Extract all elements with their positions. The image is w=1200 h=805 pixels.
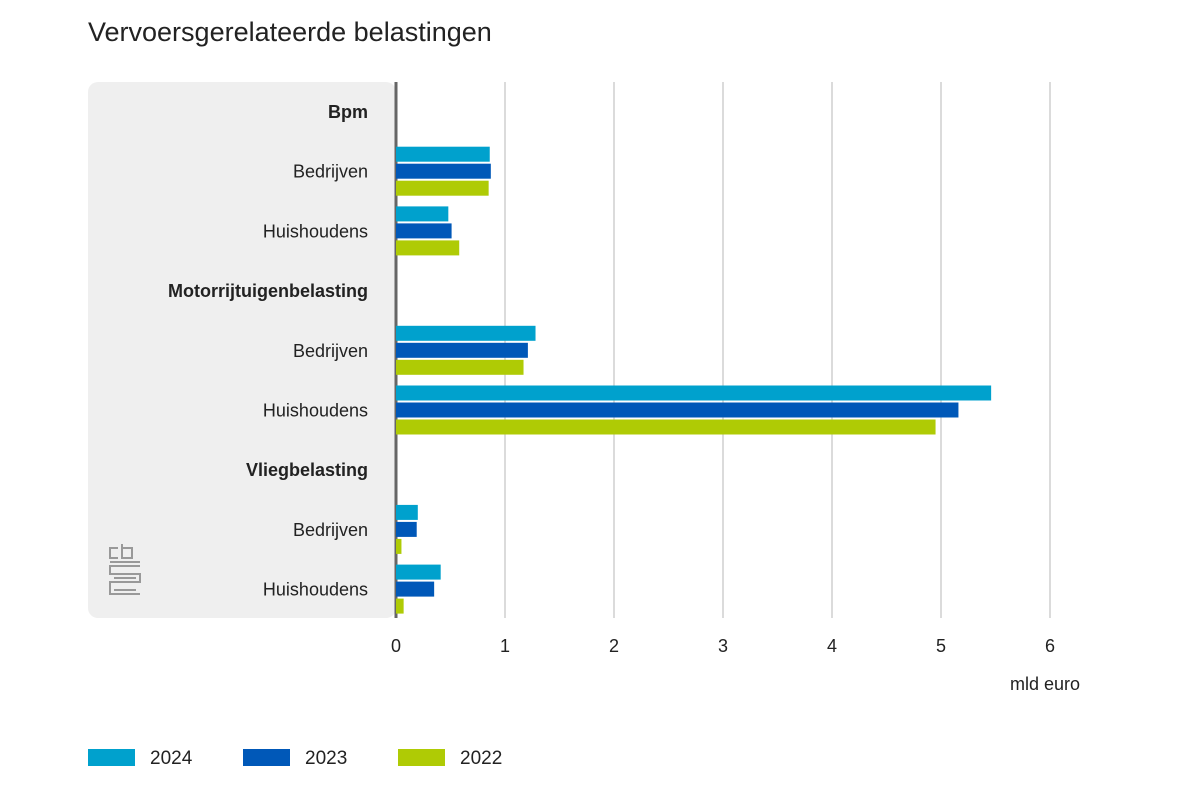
bar-2023 [396, 581, 435, 597]
x-axis-label: mld euro [1010, 674, 1080, 694]
x-tick-label: 1 [500, 636, 510, 656]
bar-2024 [396, 146, 490, 162]
x-tick-label: 0 [391, 636, 401, 656]
bar-2022 [396, 240, 460, 256]
legend-swatch-2024 [88, 749, 135, 766]
bar-2023 [396, 342, 528, 358]
label-panel [88, 82, 396, 618]
bar-2024 [396, 564, 441, 580]
category-label: Bedrijven [293, 162, 368, 182]
cbs-logo [109, 544, 141, 595]
group-heading: Bpm [328, 102, 368, 122]
bar-2024 [396, 385, 992, 401]
bar-2023 [396, 223, 452, 239]
group-heading: Motorrijtuigenbelasting [168, 281, 368, 301]
bar-2023 [396, 163, 491, 179]
category-label: Bedrijven [293, 341, 368, 361]
category-label: Huishoudens [263, 401, 368, 421]
bar-2022 [396, 180, 489, 196]
category-label: Huishoudens [263, 580, 368, 600]
x-tick-label: 5 [936, 636, 946, 656]
bar-2022 [396, 419, 936, 435]
category-label: Bedrijven [293, 520, 368, 540]
category-label: Huishoudens [263, 221, 368, 241]
legend-swatch-2023 [243, 749, 290, 766]
x-tick-label: 2 [609, 636, 619, 656]
bar-2023 [396, 402, 959, 418]
x-tick-label: 6 [1045, 636, 1055, 656]
legend-label: 2022 [460, 748, 502, 769]
bar-2022 [396, 598, 404, 614]
legend-label: 2023 [305, 748, 347, 769]
legend-swatch-2022 [398, 749, 445, 766]
group-heading: Vliegbelasting [246, 460, 368, 480]
legend-label: 2024 [150, 748, 193, 769]
x-tick-label: 3 [718, 636, 728, 656]
bar-2023 [396, 521, 417, 537]
bar-2022 [396, 359, 524, 375]
bar-2024 [396, 504, 418, 520]
chart-title: Vervoersgerelateerde belastingen [88, 17, 492, 47]
bar-2024 [396, 206, 449, 222]
x-tick-label: 4 [827, 636, 837, 656]
bar-2022 [396, 538, 402, 554]
bar-2024 [396, 325, 536, 341]
